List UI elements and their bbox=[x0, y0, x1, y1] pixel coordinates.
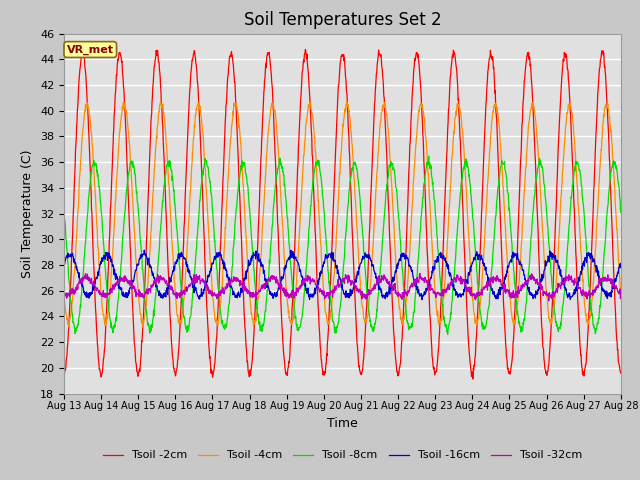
Tsoil -16cm bbox=[103, 250, 111, 255]
Tsoil -4cm bbox=[378, 110, 385, 116]
Line: Tsoil -32cm: Tsoil -32cm bbox=[64, 274, 621, 301]
Tsoil -2cm bbox=[617, 370, 625, 376]
Tsoil -4cm bbox=[103, 316, 111, 322]
Tsoil -2cm bbox=[378, 54, 385, 60]
Line: Tsoil -4cm: Tsoil -4cm bbox=[64, 102, 621, 327]
Tsoil -8cm bbox=[617, 210, 625, 216]
Tsoil -32cm bbox=[103, 290, 111, 296]
Text: VR_met: VR_met bbox=[67, 44, 114, 55]
Tsoil -4cm bbox=[308, 112, 316, 118]
Tsoil -16cm bbox=[617, 263, 625, 268]
Tsoil -2cm bbox=[469, 376, 477, 382]
Tsoil -4cm bbox=[319, 271, 326, 277]
Y-axis label: Soil Temperature (C): Soil Temperature (C) bbox=[22, 149, 35, 278]
Tsoil -4cm bbox=[126, 144, 134, 150]
Tsoil -32cm bbox=[60, 293, 68, 299]
Tsoil -32cm bbox=[377, 280, 385, 286]
Tsoil -32cm bbox=[617, 291, 625, 297]
Tsoil -2cm bbox=[103, 296, 111, 302]
Line: Tsoil -8cm: Tsoil -8cm bbox=[64, 156, 621, 334]
Line: Tsoil -2cm: Tsoil -2cm bbox=[64, 49, 621, 379]
Tsoil -2cm bbox=[301, 47, 309, 52]
Tsoil -8cm bbox=[296, 324, 304, 330]
Tsoil -16cm bbox=[418, 297, 426, 302]
Tsoil -4cm bbox=[60, 289, 68, 295]
Tsoil -32cm bbox=[126, 282, 134, 288]
Tsoil -4cm bbox=[297, 204, 305, 209]
Tsoil -16cm bbox=[318, 266, 326, 272]
Tsoil -16cm bbox=[378, 290, 385, 296]
Tsoil -32cm bbox=[545, 298, 552, 304]
Tsoil -8cm bbox=[103, 288, 111, 294]
Tsoil -2cm bbox=[318, 366, 326, 372]
Line: Tsoil -16cm: Tsoil -16cm bbox=[64, 250, 621, 300]
Title: Soil Temperatures Set 2: Soil Temperatures Set 2 bbox=[244, 11, 441, 29]
Tsoil -8cm bbox=[444, 331, 452, 337]
Tsoil -16cm bbox=[308, 294, 316, 300]
Tsoil -16cm bbox=[140, 247, 148, 253]
Tsoil -32cm bbox=[416, 271, 424, 276]
Tsoil -4cm bbox=[139, 324, 147, 330]
Tsoil -8cm bbox=[377, 263, 385, 269]
Tsoil -2cm bbox=[126, 229, 134, 235]
Tsoil -8cm bbox=[60, 211, 68, 216]
Tsoil -2cm bbox=[296, 103, 304, 109]
Tsoil -8cm bbox=[425, 153, 433, 159]
Tsoil -8cm bbox=[308, 191, 316, 196]
Tsoil -16cm bbox=[297, 268, 305, 274]
Tsoil -16cm bbox=[60, 262, 68, 268]
Tsoil -4cm bbox=[157, 99, 164, 105]
Legend: Tsoil -2cm, Tsoil -4cm, Tsoil -8cm, Tsoil -16cm, Tsoil -32cm: Tsoil -2cm, Tsoil -4cm, Tsoil -8cm, Tsoi… bbox=[99, 446, 586, 465]
Tsoil -8cm bbox=[126, 164, 134, 170]
Tsoil -2cm bbox=[308, 152, 316, 157]
Tsoil -32cm bbox=[296, 283, 304, 288]
X-axis label: Time: Time bbox=[327, 417, 358, 430]
Tsoil -32cm bbox=[318, 288, 326, 293]
Tsoil -4cm bbox=[617, 291, 625, 297]
Tsoil -8cm bbox=[318, 182, 326, 188]
Tsoil -32cm bbox=[308, 277, 316, 283]
Tsoil -16cm bbox=[126, 285, 134, 291]
Tsoil -2cm bbox=[60, 371, 68, 376]
